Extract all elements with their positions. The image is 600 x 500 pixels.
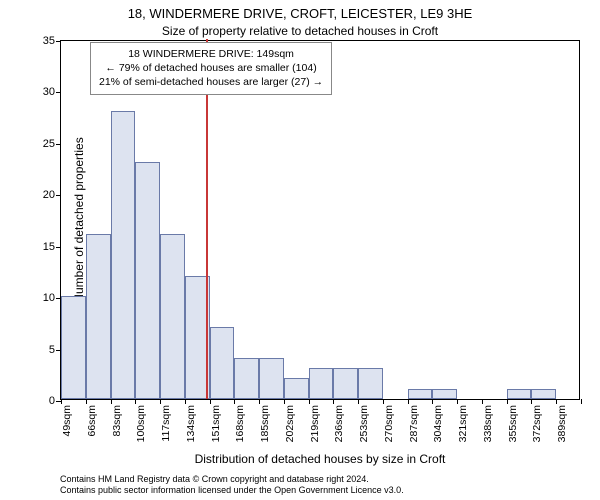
x-tick-mark: [531, 399, 532, 404]
y-tick-label: 30: [43, 86, 55, 98]
histogram-bar: [531, 389, 556, 399]
histogram-bar: [284, 378, 309, 399]
x-tick-label: 355sqm: [507, 405, 519, 442]
info-line-3: 21% of semi-detached houses are larger (…: [99, 75, 323, 89]
x-tick-mark: [383, 399, 384, 404]
y-tick-label: 5: [49, 344, 55, 356]
credits-line-2: Contains public sector information licen…: [60, 485, 580, 496]
x-tick-mark: [556, 399, 557, 404]
x-tick-mark: [457, 399, 458, 404]
info-box: 18 WINDERMERE DRIVE: 149sqm ← 79% of det…: [90, 42, 332, 95]
y-tick-label: 35: [43, 35, 55, 47]
info-line-2: ← 79% of detached houses are smaller (10…: [99, 61, 323, 75]
histogram-bar: [135, 162, 160, 399]
y-tick-label: 10: [43, 292, 55, 304]
y-tick-label: 0: [49, 395, 55, 407]
x-tick-label: 270sqm: [383, 405, 395, 442]
histogram-bar: [259, 358, 284, 399]
x-tick-label: 100sqm: [135, 405, 147, 442]
x-tick-label: 236sqm: [333, 405, 345, 442]
x-tick-mark: [185, 399, 186, 404]
histogram-bar: [61, 296, 86, 399]
x-axis-label: Distribution of detached houses by size …: [60, 452, 580, 466]
x-tick-mark: [61, 399, 62, 404]
histogram-bar: [358, 368, 383, 399]
info-line-1: 18 WINDERMERE DRIVE: 149sqm: [99, 47, 323, 61]
histogram-bar: [160, 234, 185, 399]
x-tick-mark: [333, 399, 334, 404]
x-tick-mark: [111, 399, 112, 404]
x-tick-mark: [284, 399, 285, 404]
histogram-bar: [432, 389, 457, 399]
x-tick-label: 304sqm: [432, 405, 444, 442]
x-tick-label: 202sqm: [284, 405, 296, 442]
x-tick-label: 253sqm: [358, 405, 370, 442]
y-tick-label: 15: [43, 241, 55, 253]
y-tick-label: 20: [43, 189, 55, 201]
x-tick-mark: [432, 399, 433, 404]
x-tick-label: 389sqm: [556, 405, 568, 442]
x-tick-label: 134sqm: [185, 405, 197, 442]
x-tick-label: 321sqm: [457, 405, 469, 442]
x-tick-mark: [234, 399, 235, 404]
x-tick-label: 117sqm: [160, 405, 172, 442]
x-tick-mark: [86, 399, 87, 404]
histogram-bar: [210, 327, 235, 399]
y-tick-mark: [56, 247, 61, 248]
x-tick-mark: [408, 399, 409, 404]
x-tick-mark: [309, 399, 310, 404]
x-tick-label: 151sqm: [210, 405, 222, 442]
x-tick-label: 219sqm: [309, 405, 321, 442]
x-tick-label: 287sqm: [408, 405, 420, 442]
histogram-bar: [507, 389, 532, 399]
x-tick-label: 83sqm: [111, 405, 123, 437]
x-tick-label: 49sqm: [61, 405, 73, 437]
y-tick-mark: [56, 144, 61, 145]
chart-title: 18, WINDERMERE DRIVE, CROFT, LEICESTER, …: [0, 6, 600, 21]
y-tick-mark: [56, 41, 61, 42]
y-tick-label: 25: [43, 138, 55, 150]
x-tick-mark: [259, 399, 260, 404]
x-tick-mark: [507, 399, 508, 404]
chart-subtitle: Size of property relative to detached ho…: [0, 24, 600, 38]
y-axis-label: Number of detached properties: [72, 137, 86, 302]
x-tick-mark: [581, 399, 582, 404]
histogram-bar: [234, 358, 259, 399]
x-tick-mark: [135, 399, 136, 404]
chart-container: 18, WINDERMERE DRIVE, CROFT, LEICESTER, …: [0, 0, 600, 500]
x-tick-mark: [210, 399, 211, 404]
histogram-bar: [86, 234, 111, 399]
x-tick-label: 338sqm: [482, 405, 494, 442]
histogram-bar: [333, 368, 358, 399]
x-tick-mark: [358, 399, 359, 404]
x-tick-mark: [482, 399, 483, 404]
credits-line-1: Contains HM Land Registry data © Crown c…: [60, 474, 580, 485]
x-tick-label: 66sqm: [86, 405, 98, 437]
histogram-bar: [111, 111, 136, 399]
histogram-bar: [309, 368, 334, 399]
x-tick-label: 168sqm: [234, 405, 246, 442]
x-tick-mark: [160, 399, 161, 404]
x-tick-label: 372sqm: [531, 405, 543, 442]
x-tick-label: 185sqm: [259, 405, 271, 442]
credits: Contains HM Land Registry data © Crown c…: [60, 474, 580, 497]
histogram-bar: [408, 389, 433, 399]
y-tick-mark: [56, 92, 61, 93]
y-tick-mark: [56, 195, 61, 196]
